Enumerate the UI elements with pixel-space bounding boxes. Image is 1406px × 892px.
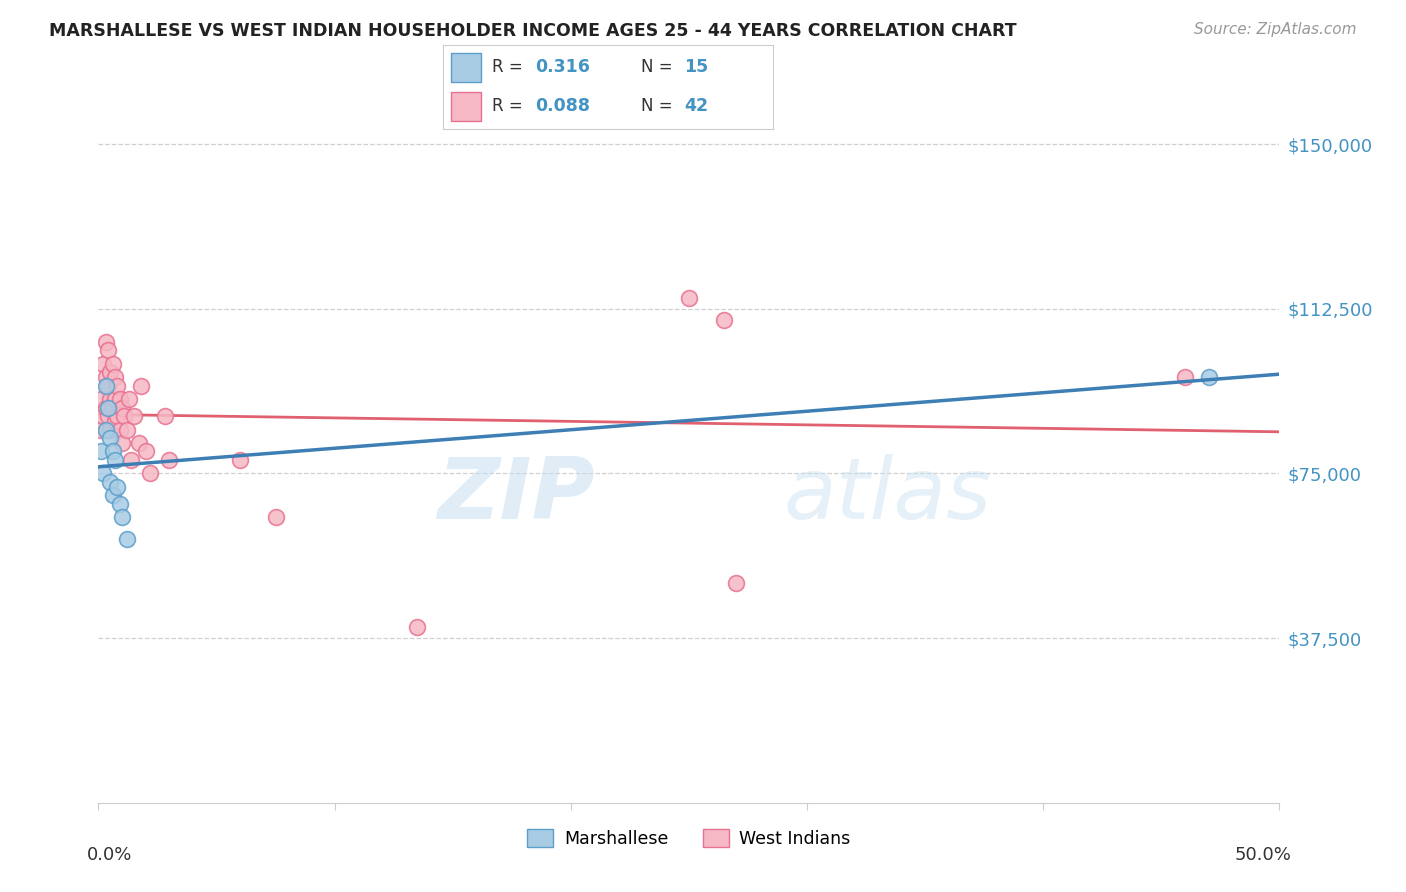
Point	[129, 378, 152, 392]
Point	[406, 620, 429, 634]
Point	[122, 409, 145, 424]
Point	[105, 480, 128, 494]
Point	[139, 467, 162, 481]
Point	[97, 343, 120, 358]
Point	[157, 453, 180, 467]
Point	[90, 444, 112, 458]
Point	[94, 423, 117, 437]
Text: N =: N =	[641, 97, 672, 115]
Point	[98, 431, 121, 445]
Text: R =: R =	[492, 59, 523, 77]
Text: 42: 42	[685, 97, 709, 115]
Text: Source: ZipAtlas.com: Source: ZipAtlas.com	[1194, 22, 1357, 37]
Point	[91, 357, 114, 371]
Point	[97, 401, 120, 415]
Legend: Marshallese, West Indians: Marshallese, West Indians	[520, 822, 858, 855]
Point	[94, 378, 117, 392]
FancyBboxPatch shape	[451, 54, 481, 82]
Point	[1198, 369, 1220, 384]
Point	[115, 423, 138, 437]
Point	[97, 378, 120, 392]
Point	[98, 366, 121, 380]
Text: 0.0%: 0.0%	[87, 846, 132, 863]
Point	[121, 453, 143, 467]
Point	[108, 497, 131, 511]
Point	[111, 401, 134, 415]
Point	[94, 334, 117, 349]
Point	[128, 435, 150, 450]
Point	[264, 510, 287, 524]
Point	[108, 423, 131, 437]
Point	[1174, 369, 1197, 384]
Point	[135, 444, 157, 458]
Point	[101, 357, 124, 371]
Point	[713, 312, 735, 326]
Text: 15: 15	[685, 59, 709, 77]
Point	[91, 467, 114, 481]
Point	[153, 409, 176, 424]
Text: N =: N =	[641, 59, 672, 77]
Point	[108, 392, 131, 406]
Point	[104, 392, 127, 406]
Point	[91, 409, 114, 424]
Point	[90, 392, 112, 406]
Point	[105, 409, 128, 424]
Text: atlas: atlas	[783, 454, 991, 538]
Point	[97, 409, 120, 424]
Point	[101, 401, 124, 415]
Point	[104, 414, 127, 428]
Point	[94, 369, 117, 384]
Point	[98, 423, 121, 437]
Text: 0.316: 0.316	[536, 59, 591, 77]
Point	[98, 392, 121, 406]
Point	[112, 409, 135, 424]
Point	[101, 488, 124, 502]
Point	[115, 533, 138, 547]
Point	[678, 291, 700, 305]
Point	[104, 369, 127, 384]
Point	[111, 435, 134, 450]
Text: 50.0%: 50.0%	[1234, 846, 1291, 863]
FancyBboxPatch shape	[451, 92, 481, 120]
Point	[98, 475, 121, 490]
Point	[94, 401, 117, 415]
Point	[111, 510, 134, 524]
Text: ZIP: ZIP	[437, 454, 595, 538]
Point	[118, 392, 141, 406]
Point	[229, 453, 252, 467]
Point	[725, 576, 748, 591]
Text: MARSHALLESE VS WEST INDIAN HOUSEHOLDER INCOME AGES 25 - 44 YEARS CORRELATION CHA: MARSHALLESE VS WEST INDIAN HOUSEHOLDER I…	[49, 22, 1017, 40]
Point	[101, 444, 124, 458]
Text: 0.088: 0.088	[536, 97, 591, 115]
Point	[90, 423, 112, 437]
Point	[105, 378, 128, 392]
Text: R =: R =	[492, 97, 523, 115]
Point	[104, 453, 127, 467]
